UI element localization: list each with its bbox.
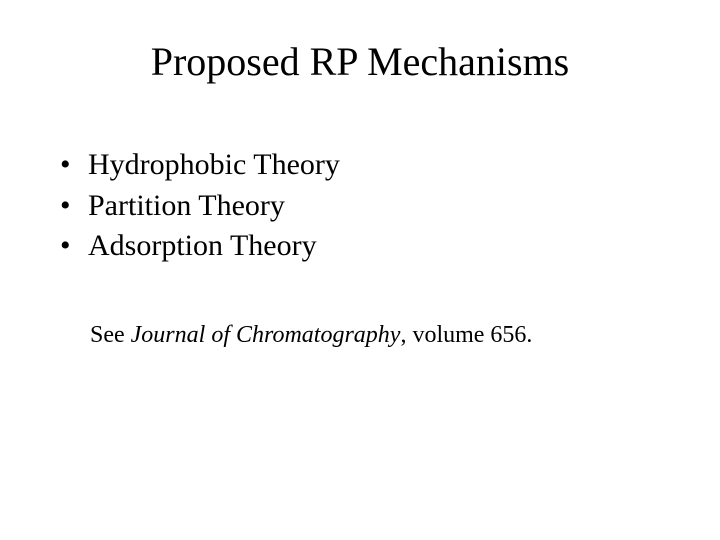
list-item: Hydrophobic Theory (58, 145, 670, 186)
slide-container: Proposed RP Mechanisms Hydrophobic Theor… (0, 0, 720, 540)
reference-text: See Journal of Chromatography, volume 65… (90, 322, 670, 349)
slide-title: Proposed RP Mechanisms (50, 38, 670, 85)
reference-prefix: See (90, 322, 131, 348)
list-item: Adsorption Theory (58, 226, 670, 267)
bullet-list: Hydrophobic Theory Partition Theory Adso… (58, 145, 670, 267)
reference-suffix: , volume 656. (400, 322, 532, 348)
list-item: Partition Theory (58, 186, 670, 227)
reference-journal: Journal of Chromatography (131, 322, 401, 348)
